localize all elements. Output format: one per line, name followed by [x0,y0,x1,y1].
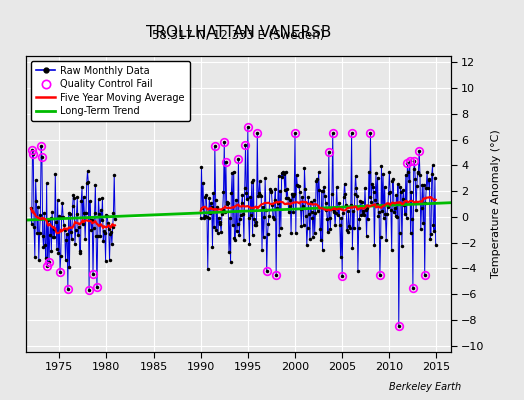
Title: TROLLHATTAN VANERSB: TROLLHATTAN VANERSB [146,24,331,40]
Y-axis label: Temperature Anomaly (°C): Temperature Anomaly (°C) [492,130,501,278]
Legend: Raw Monthly Data, Quality Control Fail, Five Year Moving Average, Long-Term Tren: Raw Monthly Data, Quality Control Fail, … [31,61,190,121]
Text: Berkeley Earth: Berkeley Earth [389,382,461,392]
Text: 58.317 N, 12.333 E (Sweden): 58.317 N, 12.333 E (Sweden) [152,29,324,42]
